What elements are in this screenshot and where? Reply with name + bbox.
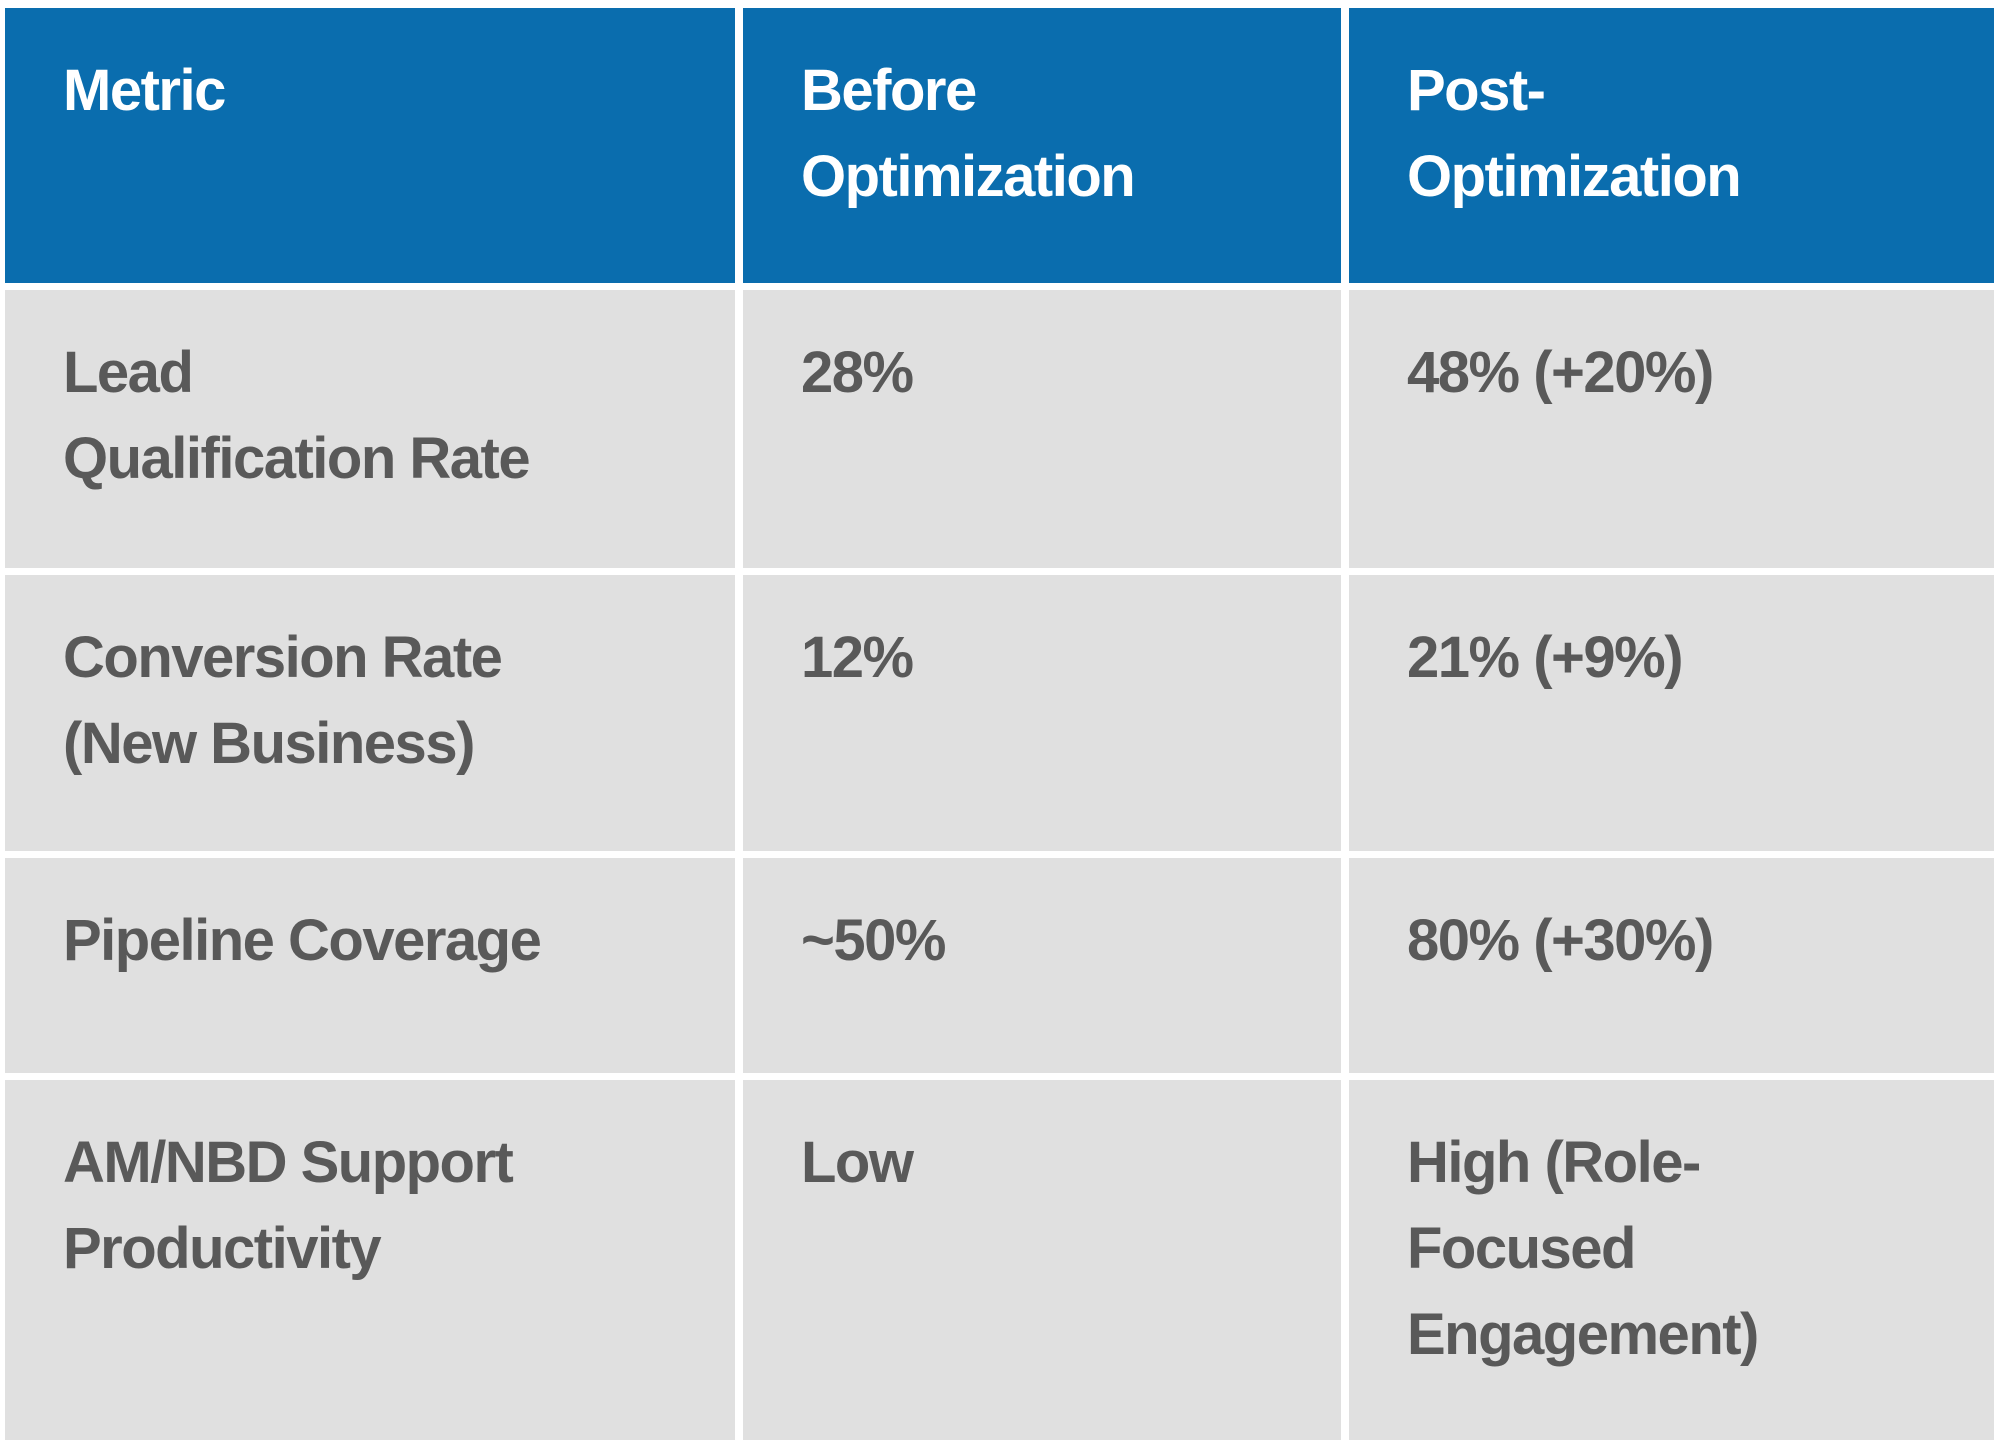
- column-header-before-optimization: Before Optimization: [743, 8, 1341, 283]
- row2-metric-cell: Conversion Rate (New Business): [5, 575, 735, 851]
- row4-metric-cell: AM/NBD Support Productivity: [5, 1080, 735, 1440]
- row4-before-cell: Low: [743, 1080, 1341, 1440]
- row2-post-cell: 21% (+9%): [1349, 575, 1994, 851]
- row2-before-cell: 12%: [743, 575, 1341, 851]
- row1-before-cell: 28%: [743, 290, 1341, 568]
- row4-post-cell: High (Role- Focused Engagement): [1349, 1080, 1994, 1440]
- row3-before-cell: ~50%: [743, 858, 1341, 1073]
- row1-post-cell: 48% (+20%): [1349, 290, 1994, 568]
- column-header-metric: Metric: [5, 8, 735, 283]
- row3-post-cell: 80% (+30%): [1349, 858, 1994, 1073]
- column-header-post-optimization: Post- Optimization: [1349, 8, 1994, 283]
- row1-metric-cell: Lead Qualification Rate: [5, 290, 735, 568]
- row3-metric-cell: Pipeline Coverage: [5, 858, 735, 1073]
